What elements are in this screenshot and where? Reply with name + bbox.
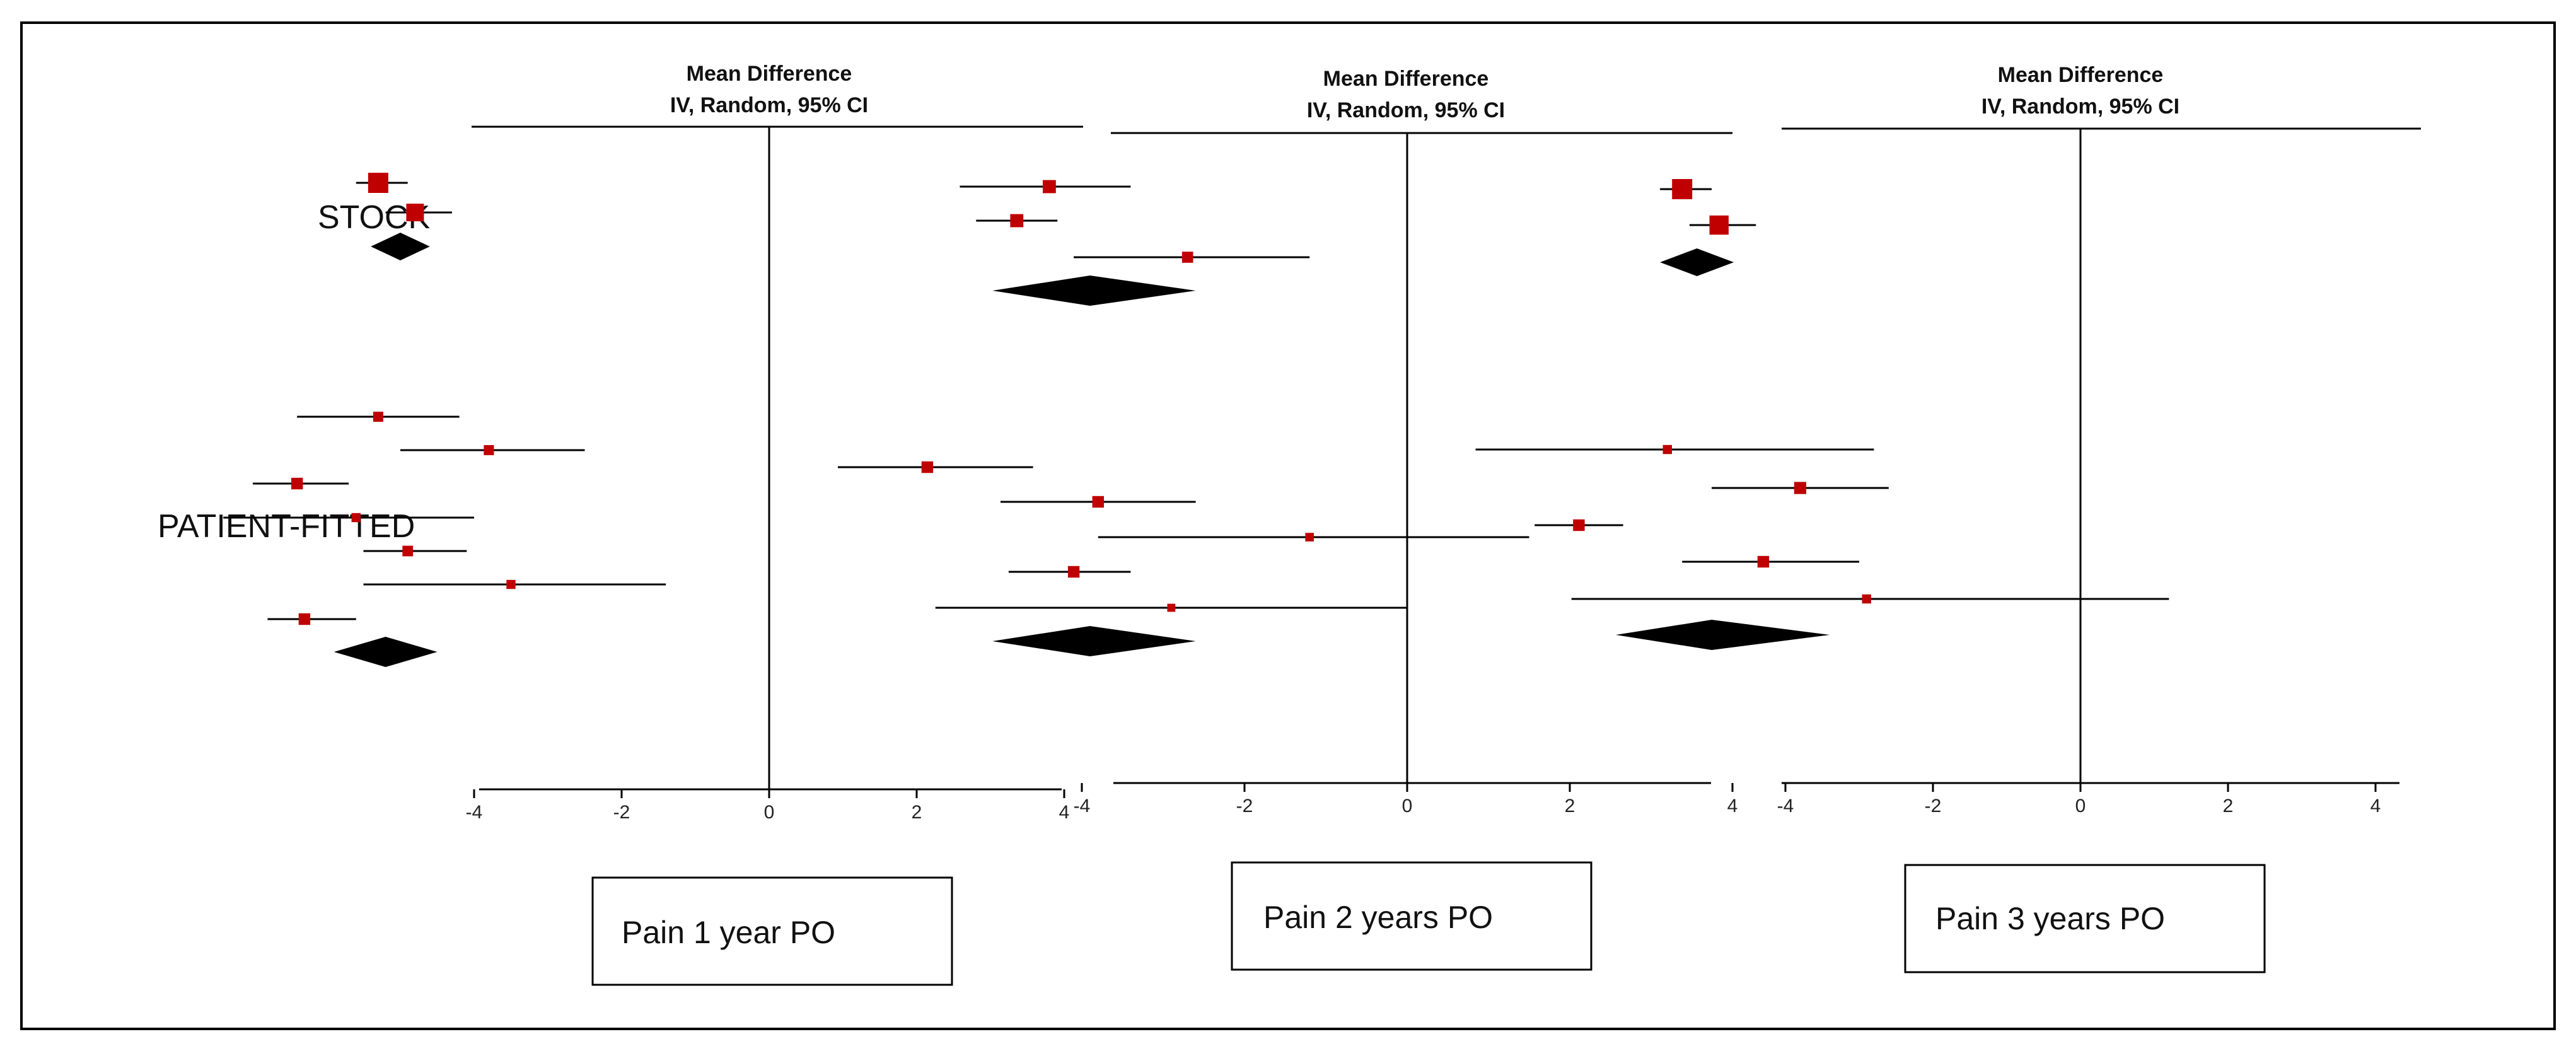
panel-header-title: Mean Difference (1323, 67, 1489, 91)
x-tick-label: 4 (1059, 802, 1070, 823)
x-tick-label: 4 (2370, 796, 2381, 816)
panel-caption: Pain 2 years PO (1263, 900, 1493, 935)
study-estimate (297, 412, 460, 422)
study-point-square (1709, 215, 1729, 235)
study-estimate (267, 613, 356, 625)
study-estimate (1074, 252, 1310, 263)
study-point-square (1010, 214, 1024, 228)
study-point-square (373, 412, 383, 422)
panel-pain-2-years: Mean Difference IV, Random, 95% CI -4 -2 0… (838, 67, 1738, 971)
x-tick-label: 0 (2075, 796, 2086, 816)
panel-caption: Pain 1 year PO (622, 915, 835, 950)
study-point-square (1305, 533, 1314, 542)
study-point-square (1757, 555, 1770, 568)
panel-caption-box (1231, 861, 1593, 971)
study-estimate (253, 477, 349, 490)
study-estimate (1098, 533, 1529, 542)
x-tick-label: -2 (1236, 796, 1253, 816)
study-estimate (1689, 215, 1756, 235)
x-tick-label: 0 (1402, 796, 1413, 816)
study-estimate (363, 545, 467, 557)
x-tick-label: -4 (1777, 796, 1794, 816)
study-point-square (1794, 482, 1806, 494)
study-estimate (223, 513, 474, 523)
study-point-square (368, 173, 388, 193)
study-estimate (400, 445, 585, 455)
pooled-estimate-diamond (1615, 620, 1830, 650)
study-estimate (1660, 179, 1712, 199)
study-point-square (484, 445, 494, 455)
pooled-estimate-diamond (992, 276, 1196, 306)
study-point-square (298, 613, 311, 625)
study-estimate (935, 603, 1407, 612)
study-point-square (351, 513, 361, 523)
study-point-square (1862, 594, 1871, 604)
study-point-square (1573, 519, 1585, 531)
study-point-square (1672, 179, 1693, 199)
panel-header-title: Mean Difference (687, 62, 852, 86)
study-point-square (1067, 566, 1080, 578)
panel-header-method: IV, Random, 95% CI (670, 93, 868, 117)
x-tick-label: -4 (466, 802, 483, 823)
study-point-square (291, 477, 303, 490)
study-point-square (1092, 496, 1104, 508)
study-estimate (1571, 594, 2169, 604)
panel-caption-box (591, 876, 953, 986)
x-tick-label: -4 (1074, 796, 1091, 816)
panel-caption: Pain 3 years PO (1935, 901, 2165, 936)
pooled-estimate-diamond (992, 626, 1196, 656)
study-estimate (960, 180, 1131, 194)
study-point-square (1662, 444, 1672, 455)
study-point-square (1167, 603, 1176, 612)
x-tick-label: 2 (2223, 796, 2234, 816)
x-tick-label: 0 (764, 802, 775, 823)
group-label-patient-fitted: PATIENT-FITTED (158, 508, 415, 545)
panel-pain-1-year: Mean Difference IV, Random, 95% CI -4 -2 0… (223, 62, 1083, 986)
panel-header-title: Mean Difference (1998, 63, 2164, 87)
pooled-estimate-diamond (334, 637, 438, 667)
study-point-square (921, 461, 934, 473)
pooled-estimate-diamond (371, 233, 430, 260)
study-point-square (1181, 252, 1193, 263)
x-tick-label: 2 (912, 802, 922, 823)
study-estimate (356, 173, 408, 193)
panel-header-method: IV, Random, 95% CI (1307, 98, 1505, 122)
x-tick-label: -2 (1925, 796, 1942, 816)
study-estimate (1535, 519, 1623, 531)
panel-caption-box (1904, 864, 2266, 973)
pooled-estimate-diamond (1660, 248, 1734, 276)
study-estimate (363, 579, 666, 589)
study-point-square (402, 545, 414, 557)
panel-header-method: IV, Random, 95% CI (1981, 95, 2179, 119)
study-estimate (976, 214, 1058, 228)
study-estimate (1682, 555, 1859, 568)
study-point-square (506, 579, 516, 589)
panel-pain-3-years: Mean Difference IV, Random, 95% CI -4 -2 0… (1475, 63, 2421, 973)
study-point-square (406, 204, 424, 221)
study-point-square (1043, 180, 1056, 194)
x-tick-label: 2 (1565, 796, 1575, 816)
outer-frame (20, 21, 2556, 1030)
study-estimate (1475, 444, 1874, 455)
study-estimate (1008, 566, 1131, 578)
study-estimate (1712, 482, 1889, 494)
study-estimate (838, 461, 1033, 473)
study-estimate (385, 204, 452, 221)
x-tick-label: 4 (1727, 796, 1738, 816)
study-estimate (1001, 496, 1196, 508)
x-tick-label: -2 (613, 802, 630, 823)
